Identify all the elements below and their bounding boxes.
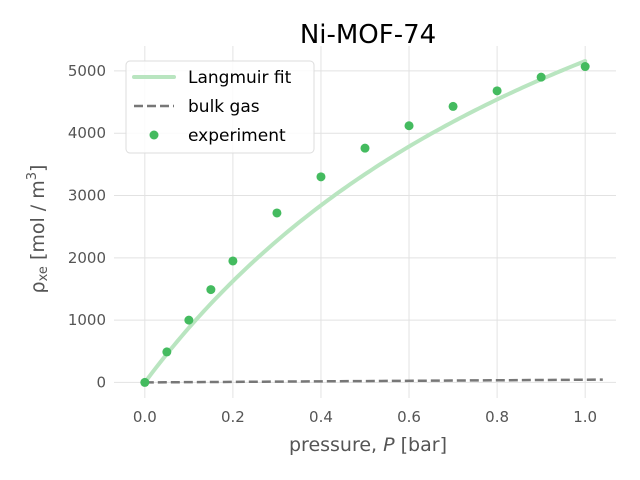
y-tick-label: 3000 [68, 187, 106, 205]
legend-swatch-experiment [149, 130, 159, 140]
x-tick-label: 0.0 [133, 408, 157, 426]
x-tick-label: 0.4 [309, 408, 333, 426]
experiment-data-point [580, 62, 590, 72]
experiment-data-point [492, 86, 502, 96]
experiment-data-point [404, 121, 414, 131]
experiment-data-point [228, 256, 238, 266]
experiment-data-point [316, 172, 326, 182]
series-layer [140, 59, 603, 387]
legend-label-experiment: experiment [188, 126, 286, 146]
tick-layer: 0.0 0.2 0.4 0.6 0.8 1.0 0 1000 2000 3000 4000 5000 [68, 62, 597, 426]
y-tick-label: 5000 [68, 62, 106, 80]
y-tick-label: 0 [96, 373, 106, 391]
experiment-data-point [140, 377, 150, 387]
y-tick-label: 4000 [68, 124, 106, 142]
x-tick-label: 1.0 [573, 408, 597, 426]
experiment-data-point [206, 285, 216, 295]
y-tick-label: 1000 [68, 311, 106, 329]
legend-label-langmuir-fit: Langmuir fit [188, 68, 292, 88]
experiment-data-point [184, 315, 194, 325]
experiment-data-point [360, 143, 370, 153]
series-langmuir-fit-line [142, 59, 588, 385]
y-axis-title: ρxe [mol / m3] [25, 165, 51, 294]
x-tick-label: 0.2 [221, 408, 245, 426]
x-tick-label: 0.8 [485, 408, 509, 426]
series-bulk-gas-line [144, 378, 603, 384]
experiment-data-point [162, 347, 172, 357]
legend-frame [125, 60, 315, 154]
x-axis-title: pressure, P [bar] [289, 434, 447, 456]
x-tick-label: 0.6 [397, 408, 421, 426]
legend-label-bulk-gas: bulk gas [188, 97, 260, 117]
experiment-data-point [448, 101, 458, 111]
legend: Langmuir fit bulk gas experiment [125, 60, 315, 154]
experiment-data-point [272, 208, 282, 218]
experiment-data-point [536, 72, 546, 82]
chart-title: Ni-MOF-74 [300, 20, 436, 50]
y-tick-label: 2000 [68, 249, 106, 267]
